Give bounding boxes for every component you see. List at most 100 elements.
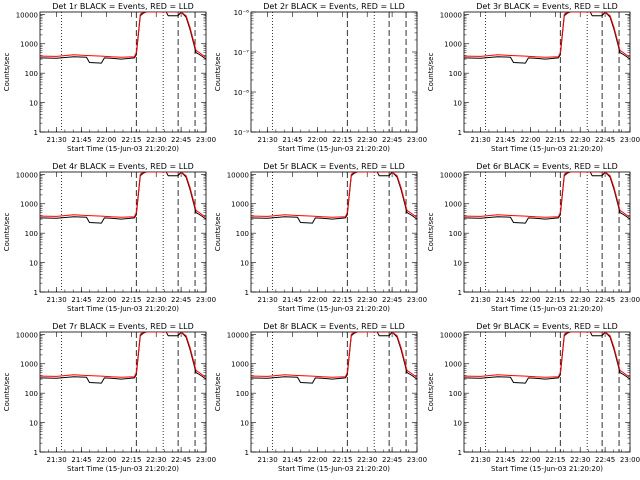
x-tick-label: 21:45 <box>282 296 302 304</box>
series-line-lld <box>40 332 206 378</box>
y-tick-label: 1 <box>245 289 249 297</box>
x-tick-label: 21:45 <box>495 136 515 144</box>
y-tick-label: 10 <box>29 420 38 428</box>
y-tick-label: 10 <box>240 420 249 428</box>
y-tick-label: 10 <box>453 100 462 108</box>
y-tick-label: 100 <box>449 70 462 78</box>
y-axis-label: Counts/sec <box>427 213 435 252</box>
series-line-lld <box>40 172 206 218</box>
series-line-lld <box>251 172 417 218</box>
plot-frame <box>463 331 631 453</box>
x-tick-label: 23:00 <box>620 136 640 144</box>
y-tick-label: 1 <box>458 289 462 297</box>
x-tick-label: 22:00 <box>520 456 540 464</box>
y-axis-label: Counts/sec <box>427 373 435 412</box>
y-tick-label: 100 <box>449 390 462 398</box>
plot-frame <box>250 11 418 133</box>
y-axis-label: Counts/sec <box>214 373 222 412</box>
series-line-lld <box>464 332 630 378</box>
y-tick-label: 1 <box>34 449 38 457</box>
x-tick-label: 22:00 <box>307 136 327 144</box>
x-tick-label: 23:00 <box>407 136 427 144</box>
plot-frame <box>250 171 418 293</box>
panel-title: Det 2r BLACK = Events, RED = LLD <box>263 2 405 11</box>
x-tick-label: 21:45 <box>71 136 91 144</box>
y-axis-label: Counts/sec <box>427 53 435 92</box>
y-tick-label: 10000 <box>16 11 38 19</box>
chart-panel-6: Det 6r BLACK = Events, RED = LLD 1 10 100 10… <box>427 162 640 313</box>
series-line-lld <box>464 12 630 58</box>
y-tick-label: 10000 <box>440 331 462 339</box>
y-tick-label: 1000 <box>20 201 38 209</box>
y-tick-label: 10000 <box>227 331 249 339</box>
y-tick-label: 100 <box>236 230 249 238</box>
x-tick-label: 21:45 <box>495 296 515 304</box>
y-tick-label: 10⁻⁷ <box>234 49 250 57</box>
x-tick-label: 21:30 <box>471 296 491 304</box>
x-tick-label: 22:15 <box>332 136 352 144</box>
plot-frame <box>463 11 631 133</box>
x-axis-label: Start Time (15-Jun-03 21:20:20) <box>67 145 179 153</box>
x-tick-label: 22:00 <box>520 136 540 144</box>
x-tick-label: 22:15 <box>121 456 141 464</box>
plot-frame <box>39 11 207 133</box>
y-tick-label: 10 <box>453 420 462 428</box>
x-tick-label: 22:45 <box>595 296 615 304</box>
y-tick-label: 10 <box>29 260 38 268</box>
y-tick-label: 10000 <box>440 171 462 179</box>
x-tick-label: 22:45 <box>595 136 615 144</box>
y-tick-label: 1000 <box>20 41 38 49</box>
panel-title: Det 3r BLACK = Events, RED = LLD <box>476 2 618 11</box>
y-tick-label: 10000 <box>227 171 249 179</box>
x-tick-label: 22:30 <box>146 136 166 144</box>
x-tick-label: 21:45 <box>495 456 515 464</box>
x-tick-label: 22:45 <box>382 456 402 464</box>
panel-title: Det 7r BLACK = Events, RED = LLD <box>52 322 194 331</box>
x-tick-label: 21:45 <box>71 296 91 304</box>
x-tick-label: 22:15 <box>545 296 565 304</box>
y-tick-label: 10 <box>453 260 462 268</box>
x-axis-label: Start Time (15-Jun-03 21:20:20) <box>491 145 603 153</box>
x-tick-label: 22:00 <box>96 296 116 304</box>
x-tick-label: 23:00 <box>196 136 216 144</box>
chart-panel-1: Det 1r BLACK = Events, RED = LLD 1 10 100 10… <box>3 2 216 153</box>
x-tick-label: 21:30 <box>47 296 67 304</box>
x-tick-label: 22:15 <box>121 136 141 144</box>
panel-title: Det 9r BLACK = Events, RED = LLD <box>476 322 618 331</box>
x-tick-label: 22:30 <box>570 296 590 304</box>
y-axis-label: Counts/sec <box>214 213 222 252</box>
y-tick-label: 1000 <box>231 361 249 369</box>
chart-panel-2: Det 2r BLACK = Events, RED = LLD 10⁻⁶ 10⁻⁷… <box>214 2 427 153</box>
x-tick-label: 22:00 <box>96 456 116 464</box>
x-tick-label: 21:45 <box>71 456 91 464</box>
y-tick-label: 10000 <box>440 11 462 19</box>
y-tick-label: 1000 <box>444 361 462 369</box>
x-axis-label: Start Time (15-Jun-03 21:20:20) <box>491 305 603 313</box>
chart-panel-3: Det 3r BLACK = Events, RED = LLD 1 10 100 10… <box>427 2 640 153</box>
panel-title: Det 1r BLACK = Events, RED = LLD <box>52 2 194 11</box>
chart-panel-7: Det 7r BLACK = Events, RED = LLD 1 10 100 10… <box>3 322 216 473</box>
chart-panel-4: Det 4r BLACK = Events, RED = LLD 1 10 100 10… <box>3 162 216 313</box>
x-tick-label: 21:30 <box>471 136 491 144</box>
y-tick-label: 100 <box>236 390 249 398</box>
x-tick-label: 22:15 <box>332 296 352 304</box>
panel-title: Det 5r BLACK = Events, RED = LLD <box>263 162 405 171</box>
x-axis-label: Start Time (15-Jun-03 21:20:20) <box>491 465 603 473</box>
x-tick-label: 21:45 <box>282 136 302 144</box>
x-tick-label: 22:15 <box>332 456 352 464</box>
y-tick-label: 1 <box>458 129 462 137</box>
x-tick-label: 22:15 <box>545 136 565 144</box>
y-tick-label: 10 <box>29 100 38 108</box>
x-tick-label: 22:30 <box>146 456 166 464</box>
y-axis-label: Counts/sec <box>3 213 11 252</box>
x-tick-label: 23:00 <box>196 296 216 304</box>
y-tick-label: 10⁻⁶ <box>234 9 250 17</box>
x-axis-label: Start Time (15-Jun-03 21:20:20) <box>67 305 179 313</box>
x-tick-label: 22:45 <box>171 296 191 304</box>
x-axis-label: Start Time (15-Jun-03 21:20:20) <box>278 145 390 153</box>
x-tick-label: 23:00 <box>620 456 640 464</box>
x-tick-label: 22:30 <box>146 296 166 304</box>
x-tick-label: 21:30 <box>258 456 278 464</box>
x-tick-label: 22:45 <box>171 136 191 144</box>
